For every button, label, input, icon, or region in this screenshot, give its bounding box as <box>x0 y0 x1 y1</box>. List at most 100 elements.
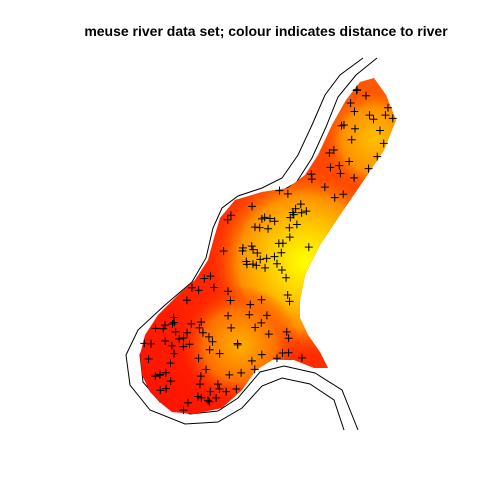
sample-point-marker <box>266 214 275 223</box>
sample-point-marker <box>383 103 392 112</box>
sample-point-marker <box>168 320 177 329</box>
sample-point-marker <box>283 290 292 299</box>
sample-point-marker <box>379 139 388 148</box>
sample-point-marker <box>285 233 294 242</box>
sample-point-marker <box>283 189 292 198</box>
sample-point-marker <box>264 330 273 339</box>
sample-point-marker <box>175 334 184 343</box>
sample-point-marker <box>351 124 360 133</box>
sample-point-marker <box>257 350 266 359</box>
sample-point-marker <box>233 339 242 348</box>
sample-point-marker <box>208 337 217 346</box>
sample-point-marker <box>336 169 345 178</box>
sample-point-marker <box>250 223 259 232</box>
sample-point-marker <box>304 243 313 252</box>
sample-point-marker <box>238 243 247 252</box>
sample-point-marker <box>285 297 294 306</box>
sample-point-marker <box>212 393 221 402</box>
sample-point-marker <box>194 286 203 295</box>
chart-title: meuse river data set; colour indicates d… <box>84 23 448 39</box>
sample-point-marker <box>350 107 359 116</box>
sample-point-marker <box>364 164 373 173</box>
sample-point-marker <box>250 365 259 374</box>
sample-point-marker <box>246 300 255 309</box>
sample-point-marker <box>326 163 335 172</box>
sample-point-marker <box>151 324 160 333</box>
sample-point-marker <box>256 255 265 264</box>
sample-point-marker <box>224 311 233 320</box>
sample-point-marker <box>242 257 251 266</box>
river-bank-west <box>125 57 364 431</box>
sample-point-marker <box>253 249 262 258</box>
sample-point-marker <box>161 368 170 377</box>
sample-point-marker <box>388 114 397 123</box>
sample-point-marker <box>193 392 202 401</box>
sample-point-marker <box>184 398 193 407</box>
sample-point-marker <box>237 368 246 377</box>
sample-point-marker <box>247 356 256 365</box>
sample-point-marker <box>289 210 298 219</box>
sample-point-marker <box>277 248 286 257</box>
sample-point-marker <box>255 223 264 232</box>
sample-point-marker <box>156 386 165 395</box>
sample-point-marker <box>167 341 176 350</box>
sample-point-marker <box>272 354 281 363</box>
sample-point-marker <box>170 349 179 358</box>
sample-point-marker <box>339 120 348 129</box>
sample-point-marker <box>375 126 384 135</box>
sample-point-marker <box>282 327 291 336</box>
sample-point-marker <box>206 387 215 396</box>
sample-point-marker <box>195 323 204 332</box>
sample-point-marker <box>350 173 359 182</box>
sample-point-marker <box>291 204 300 213</box>
sample-point-marker <box>197 318 206 327</box>
sample-point-marker <box>222 387 231 396</box>
sample-point-marker <box>320 183 329 192</box>
sample-point-marker <box>195 380 204 389</box>
sample-point-marker <box>161 336 170 345</box>
sample-point-marker <box>272 259 281 268</box>
sample-point-marker <box>260 213 269 222</box>
sample-point-marker <box>226 296 235 305</box>
sample-point-marker <box>346 98 355 107</box>
sample-point-marker <box>373 152 382 161</box>
sample-point-marker <box>144 355 153 364</box>
sample-point-marker <box>147 339 156 348</box>
sample-point-marker <box>275 186 284 195</box>
sample-point-marker <box>296 200 305 209</box>
sample-point-marker <box>292 220 301 229</box>
sample-point-marker <box>215 349 224 358</box>
sample-point-marker <box>282 273 291 282</box>
sample-point-marker <box>302 207 311 216</box>
sample-point-marker <box>205 397 214 406</box>
sample-point-marker <box>274 239 283 248</box>
sample-point-marker <box>245 310 254 319</box>
sample-point-marker <box>183 328 192 337</box>
sample-points <box>140 85 397 415</box>
sample-point-marker <box>252 261 261 270</box>
sample-point-marker <box>262 311 271 320</box>
sample-point-marker <box>225 370 234 379</box>
sample-point-marker <box>227 323 236 332</box>
sample-point-marker <box>223 215 232 224</box>
sample-point-marker <box>297 353 306 362</box>
sample-point-marker <box>381 111 390 120</box>
sample-point-marker <box>361 91 370 100</box>
sample-point-marker <box>285 223 294 232</box>
sample-point-marker <box>140 339 149 348</box>
sample-point-marker <box>215 385 224 394</box>
sample-point-marker <box>219 246 228 255</box>
sample-point-marker <box>369 115 378 124</box>
sample-point-marker <box>185 340 194 349</box>
sample-point-marker <box>155 371 164 380</box>
sample-point-marker <box>352 86 361 95</box>
sample-point-marker <box>197 393 206 402</box>
sample-point-marker <box>284 348 293 357</box>
sample-point-marker <box>159 324 168 333</box>
sample-point-marker <box>307 170 316 179</box>
sample-point-marker <box>196 372 205 381</box>
sample-point-marker <box>179 406 188 415</box>
sample-point-marker <box>307 175 316 184</box>
sample-point-marker <box>205 345 214 354</box>
